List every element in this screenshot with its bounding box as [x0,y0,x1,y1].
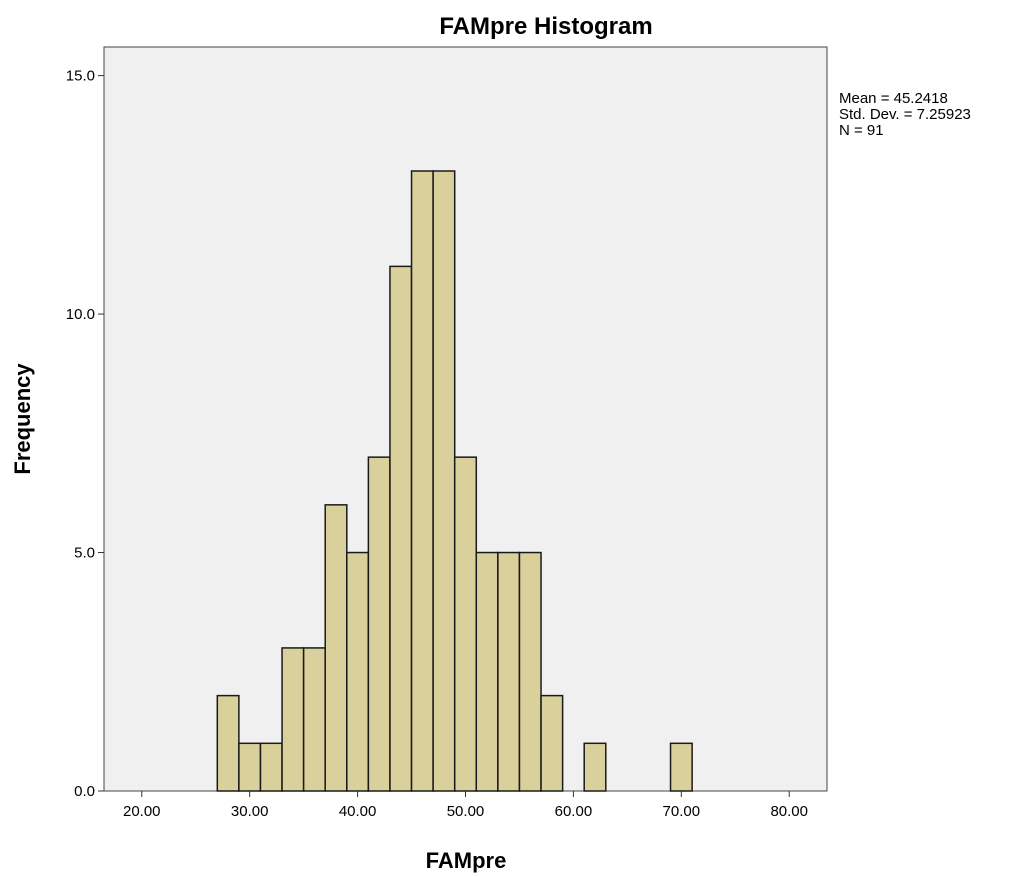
y-axis-title: Frequency [10,363,35,475]
stats-line: Mean = 45.2418 [839,90,948,107]
histogram-bar [583,742,607,792]
stats-line: Std. Dev. = 7.25923 [839,106,971,123]
x-tick-label: 80.00 [770,803,808,820]
x-axis-title: FAMpre [426,848,507,873]
histogram-bar [216,694,240,792]
histogram-bar [281,647,305,792]
histogram-bar [669,742,693,792]
histogram-bar [497,551,521,792]
histogram-bar [389,265,413,792]
histogram-bar [367,456,391,792]
histogram-bar [453,456,478,792]
histogram-bar [238,742,262,792]
y-tick-label: 15.0 [66,68,95,85]
x-tick-label: 30.00 [231,803,269,820]
bars-group [216,170,693,792]
x-tick-label: 60.00 [555,803,593,820]
chart-title: FAMpre Histogram [439,13,652,40]
histogram-bar [346,551,370,792]
histogram-bar [302,647,326,792]
x-tick-label: 50.00 [447,803,485,820]
y-tick-label: 0.0 [74,783,95,800]
histogram-bar [540,694,564,792]
histogram-bar [518,551,542,792]
histogram-bar [410,170,434,792]
y-axis: 0.0 5.0 10.0 15.0 [66,68,104,800]
x-tick-label: 40.00 [339,803,377,820]
histogram-bar [324,504,348,792]
x-tick-label: 20.00 [123,803,161,820]
y-tick-label: 5.0 [74,545,95,562]
histogram-bar [432,170,456,792]
stats-line: N = 91 [839,122,884,139]
histogram-bar [259,742,283,792]
histogram-bar [475,551,499,792]
x-axis: 20.00 30.00 40.00 50.00 60.00 70.00 80.00 [123,791,808,820]
x-tick-label: 70.00 [663,803,701,820]
y-tick-label: 10.0 [66,306,95,323]
